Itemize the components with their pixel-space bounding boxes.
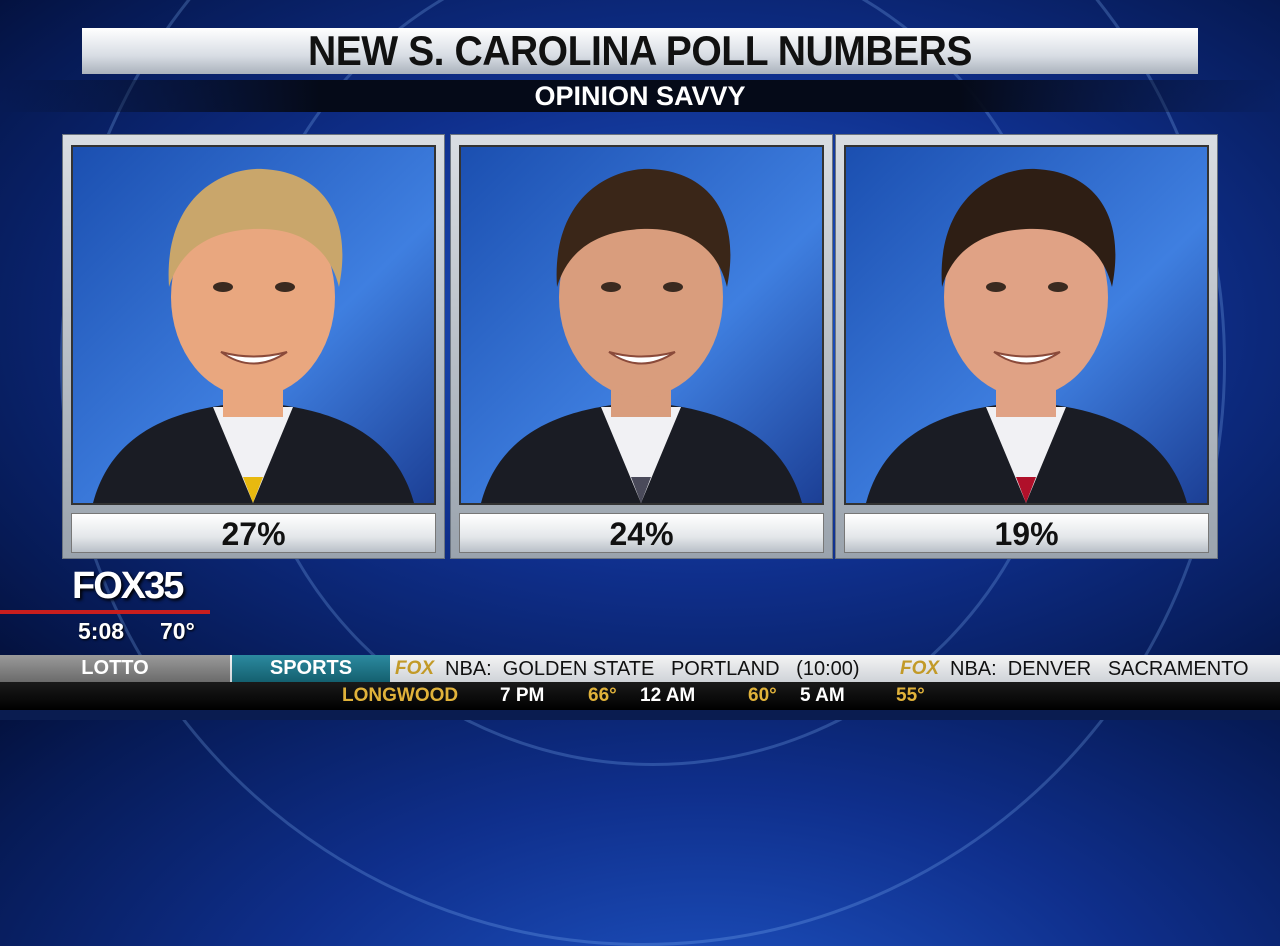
poll-percent: 19% — [844, 513, 1209, 553]
ticker-tab: LOTTO — [0, 655, 230, 682]
candidate-photo — [71, 145, 436, 505]
forecast-temp: 55° — [896, 685, 925, 706]
ticker-tab: SPORTS — [232, 655, 390, 682]
candidate-photo — [459, 145, 824, 505]
temperature: 70° — [160, 618, 195, 644]
poll-percent: 27% — [71, 513, 436, 553]
forecast-temp: 66° — [588, 685, 617, 706]
candidate-panel: 19% — [835, 134, 1218, 559]
forecast-temp: 60° — [748, 685, 777, 706]
clock: 5:08 — [78, 618, 125, 644]
network-bug: FOX — [395, 658, 435, 679]
portrait — [461, 147, 822, 503]
candidate-panel: 24% — [450, 134, 833, 559]
weather-row — [0, 682, 1280, 710]
ticker-item: NBA: DENVER SACRAMENTO — [950, 658, 1249, 680]
title-bar: NEW S. CAROLINA POLL NUMBERS — [82, 28, 1198, 74]
network-bug: FOX — [900, 658, 940, 679]
poll-percent: 24% — [459, 513, 824, 553]
portrait — [73, 147, 434, 503]
subtitle-bar: OPINION SAVVY — [0, 80, 1280, 112]
ticker-base — [0, 710, 1280, 720]
forecast-time: 7 PM — [500, 685, 545, 706]
forecast-time: 5 AM — [800, 685, 845, 706]
candidate-photo — [844, 145, 1209, 505]
portrait — [846, 147, 1207, 503]
logo-accent — [0, 610, 210, 614]
forecast-time: 12 AM — [640, 685, 696, 706]
weather-location: LONGWOOD — [342, 685, 459, 706]
station-logo: FOX35 — [72, 565, 184, 607]
ticker-item: NBA: GOLDEN STATE PORTLAND (10:00) — [445, 658, 860, 680]
candidate-panel: 27% — [62, 134, 445, 559]
